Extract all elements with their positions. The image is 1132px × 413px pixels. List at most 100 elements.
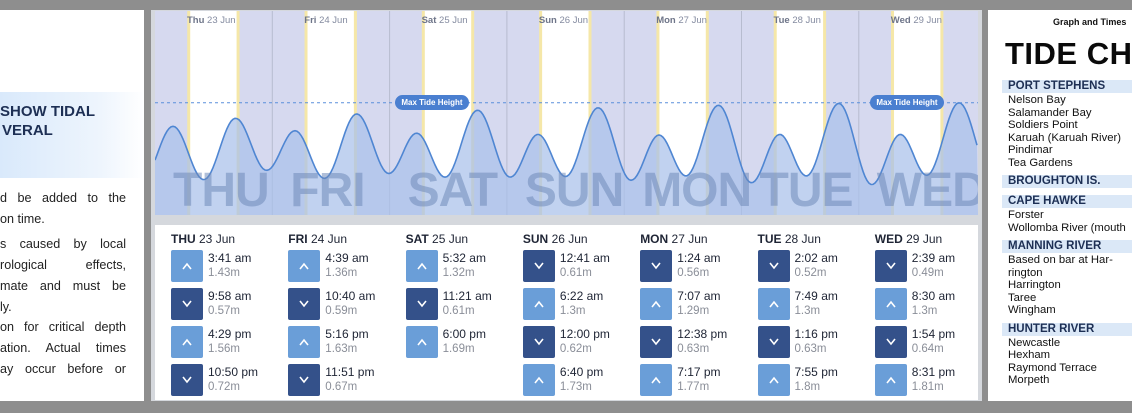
chart-day-header: Wed 29 Jun <box>891 15 942 26</box>
chart-day-header-abbr: Sun <box>538 15 557 26</box>
location-link[interactable]: Salamander Bay <box>1008 106 1092 119</box>
location-link[interactable]: Newcastle <box>1008 336 1061 349</box>
tide-time: 8:31 pm <box>911 365 956 379</box>
location-link[interactable]: Wingham <box>1008 304 1056 316</box>
location-link[interactable]: Hexham <box>1008 349 1051 361</box>
tide-height: 1.69m <box>442 343 475 355</box>
high-tide-entry: 8:31 pm 1.81m <box>874 364 975 396</box>
tide-time: 7:07 am <box>677 289 721 303</box>
region-heading: MANNING RIVER <box>1008 240 1102 252</box>
tide-time: 5:16 pm <box>325 327 369 341</box>
high-tide-up-arrow-icon <box>171 326 203 358</box>
chart-day-header: Sat 25 Jun <box>422 15 468 26</box>
location-link[interactable]: Forster <box>1008 209 1044 221</box>
left-paragraph-3-line-3: ay occur before or <box>0 362 126 376</box>
location-link[interactable]: Wollomba River (mouth <box>1008 221 1126 234</box>
tide-chart: Thu 23 Jun Fri 24 Jun Sat 25 Jun Sun 26 Jun… <box>155 11 978 215</box>
tide-height: 1.3m <box>794 305 821 317</box>
tide-day-date: 23 Jun <box>195 232 236 246</box>
low-tide-down-arrow-icon <box>522 326 555 358</box>
location-link[interactable]: Taree <box>1008 291 1037 304</box>
high-tide-entry: 7:55 pm 1.8m <box>757 364 858 396</box>
location-link[interactable]: Nelson Bay <box>1008 94 1066 106</box>
tide-time: 4:39 am <box>325 251 369 265</box>
left-paragraph-1-line-1: d be added to the <box>0 191 126 205</box>
location-link[interactable]: rington <box>1008 266 1043 279</box>
region-heading: BROUGHTON IS. <box>1008 175 1101 187</box>
location-link[interactable]: Karuah (Karuah River) <box>1008 131 1122 144</box>
tide-time: 8:30 am <box>911 289 956 303</box>
location-link[interactable]: Soldiers Point <box>1008 119 1078 131</box>
low-tide-entry: 2:02 am 0.52m <box>757 250 858 282</box>
low-tide-down-arrow-icon <box>288 364 321 396</box>
chart-day-header-date: 25 Jun <box>436 15 468 26</box>
chart-day-header-date: 29 Jun <box>910 15 942 26</box>
chart-day-header: Tue 28 Jun <box>774 15 821 26</box>
left-paragraph-2-line-2: rological effects, <box>0 258 126 272</box>
high-tide-up-arrow-icon <box>640 364 673 396</box>
low-tide-down-arrow-icon <box>171 364 203 396</box>
location-link[interactable]: Based on bar at Har- <box>1008 254 1113 266</box>
tide-height: 0.63m <box>677 343 710 355</box>
chart-day-header-date: 23 Jun <box>204 15 236 26</box>
tide-height: 1.73m <box>559 381 592 393</box>
tide-height: 0.52m <box>794 267 827 279</box>
left-paragraph-2-line-1: s caused by local <box>0 237 126 251</box>
tide-day-column: THU 23 Jun 3:41 am 1.43m 9:58 am 0.57m 4:29 p… <box>155 225 267 400</box>
tide-day-date: 28 Jun <box>781 232 821 246</box>
tide-day-abbr: SAT <box>405 232 429 246</box>
low-tide-entry: 12:41 am 0.61m <box>522 250 623 282</box>
high-tide-up-arrow-icon <box>874 364 907 396</box>
low-tide-down-arrow-icon <box>288 288 321 320</box>
left-paragraph-3-line-2: ation. Actual times <box>0 341 126 355</box>
location-link[interactable]: Pindimar <box>1008 144 1053 156</box>
chart-big-day-label: SUN <box>524 164 624 215</box>
region-heading: PORT STEPHENS <box>1008 80 1106 92</box>
tide-time: 2:02 am <box>794 251 838 265</box>
location-link[interactable]: Raymond Terrace <box>1008 361 1097 374</box>
tide-height: 1.36m <box>325 267 358 279</box>
tide-day-abbr: FRI <box>288 232 308 246</box>
low-tide-down-arrow-icon <box>640 250 673 282</box>
left-paragraph-1-line-2: on time. <box>0 212 45 226</box>
high-tide-entry: 4:29 pm 1.56m <box>171 326 271 358</box>
tide-time: 6:00 pm <box>442 327 486 341</box>
chart-day-header: Fri 24 Jun <box>304 15 347 26</box>
left-heading-band <box>0 92 144 178</box>
high-tide-up-arrow-icon <box>874 288 907 320</box>
tide-height: 0.56m <box>677 267 710 279</box>
left-heading-line-2: VERAL <box>2 122 53 139</box>
high-tide-entry: 8:30 am 1.3m <box>874 288 975 320</box>
high-tide-up-arrow-icon <box>405 326 438 358</box>
tide-wave-line <box>155 101 978 186</box>
low-tide-entry: 10:40 am 0.59m <box>288 288 388 320</box>
tide-height: 1.32m <box>442 267 475 279</box>
location-link[interactable]: Harrington <box>1008 279 1061 291</box>
tide-day-date: 25 Jun <box>428 232 469 246</box>
low-tide-down-arrow-icon <box>757 326 790 358</box>
location-link[interactable]: Morpeth <box>1008 374 1050 386</box>
high-tide-up-arrow-icon <box>288 250 321 282</box>
tide-time: 5:32 am <box>442 251 486 265</box>
tide-time: 1:24 am <box>677 251 721 265</box>
chart-big-day-label: MON <box>642 164 752 215</box>
tide-day-date: 26 Jun <box>548 232 588 246</box>
tide-time: 1:54 pm <box>911 327 956 341</box>
graph-and-times-label: Graph and Times <box>1053 17 1127 27</box>
tide-height: 1.77m <box>677 381 710 393</box>
tide-day-date: 29 Jun <box>902 232 943 246</box>
tide-height: 0.61m <box>442 305 475 317</box>
chart-day-header-abbr: Sat <box>421 15 437 26</box>
chart-day-header-abbr: Wed <box>890 15 911 26</box>
tide-day-column: TUE 28 Jun 2:02 am 0.52m 7:49 am 1.3m 1:16 pm… <box>742 225 854 400</box>
low-tide-entry: 2:39 am 0.49m <box>874 250 975 282</box>
chart-big-day-label: TUE <box>759 164 854 215</box>
low-tide-down-arrow-icon <box>171 288 203 320</box>
tide-time: 11:21 am <box>442 289 492 303</box>
tide-day-column: FRI 24 Jun 4:39 am 1.36m 10:40 am 0.59m 5:16 … <box>272 225 384 400</box>
high-tide-entry: 6:22 am 1.3m <box>522 288 623 320</box>
location-link[interactable]: Tea Gardens <box>1008 156 1073 169</box>
tide-time: 6:22 am <box>559 289 604 303</box>
tide-height: 1.3m <box>559 305 586 317</box>
tide-height: 0.57m <box>208 305 240 317</box>
